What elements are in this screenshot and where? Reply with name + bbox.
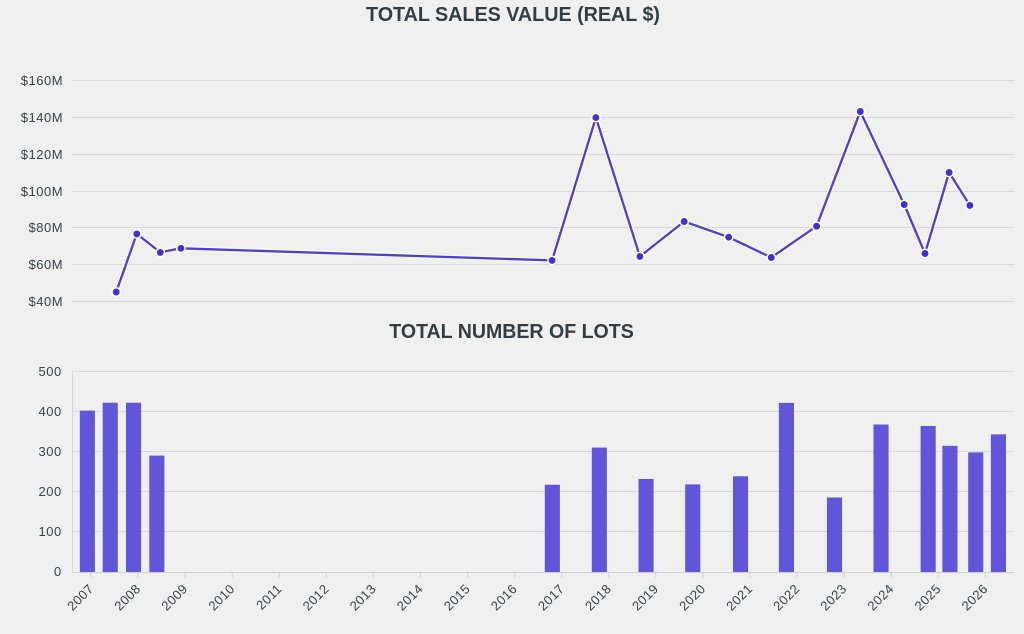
svg-text:$100M: $100M bbox=[21, 184, 64, 199]
svg-text:$140M: $140M bbox=[21, 110, 64, 125]
svg-text:100: 100 bbox=[38, 524, 61, 539]
svg-text:300: 300 bbox=[38, 444, 61, 459]
svg-text:$160M: $160M bbox=[21, 73, 64, 88]
svg-text:$40M: $40M bbox=[28, 294, 63, 309]
svg-text:$80M: $80M bbox=[28, 220, 63, 235]
svg-text:200: 200 bbox=[38, 484, 61, 499]
svg-text:TOTAL NUMBER OF LOTS: TOTAL NUMBER OF LOTS bbox=[389, 321, 634, 343]
svg-text:0: 0 bbox=[54, 564, 62, 579]
svg-text:TOTAL SALES VALUE (REAL $): TOTAL SALES VALUE (REAL $) bbox=[366, 4, 660, 26]
svg-text:$60M: $60M bbox=[28, 257, 63, 272]
svg-text:400: 400 bbox=[38, 404, 61, 419]
svg-text:$120M: $120M bbox=[21, 147, 64, 162]
svg-text:500: 500 bbox=[38, 364, 61, 379]
